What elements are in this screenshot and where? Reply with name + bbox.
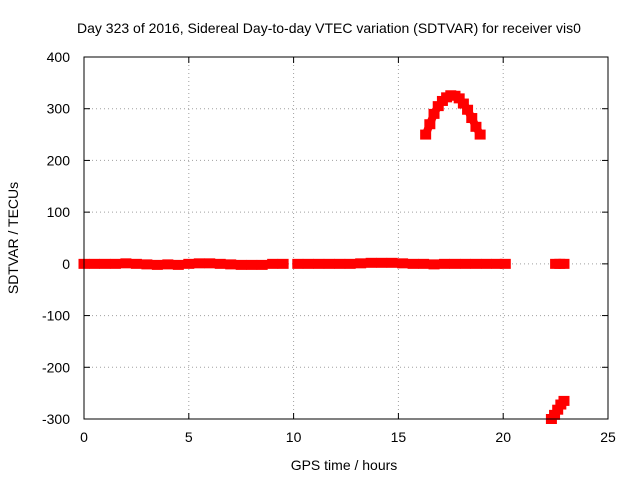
y-tick-label: -100: [42, 308, 70, 324]
data-trace-segment: [421, 122, 434, 137]
data-trace-segment: [125, 259, 137, 268]
data-trace-segment: [115, 259, 127, 268]
x-tick-label: 20: [495, 429, 511, 445]
x-tick-label: 15: [391, 429, 407, 445]
y-tick-label: 200: [47, 152, 71, 168]
data-trace-segment: [435, 98, 446, 109]
y-tick-label: 100: [47, 204, 71, 220]
y-tick-label: -200: [42, 359, 70, 375]
data-trace-segment: [468, 116, 480, 129]
data-trace-segment: [433, 259, 445, 269]
data-trace-segment: [157, 260, 169, 269]
x-tick-label: 25: [600, 429, 616, 445]
x-axis-label: GPS time / hours: [291, 457, 398, 473]
data-trace-segment: [188, 259, 200, 268]
chart-title: Day 323 of 2016, Sidereal Day-to-day VTE…: [77, 20, 581, 36]
data-trace-segment: [554, 402, 565, 412]
data-trace-segment: [439, 94, 450, 104]
data-trace-segment: [136, 259, 148, 269]
data-trace-segment: [167, 260, 179, 269]
data-trace-segment: [450, 91, 456, 100]
data-trace-segment: [444, 91, 453, 101]
data-trace-segment: [472, 124, 484, 137]
y-tick-label: 400: [47, 49, 71, 65]
data-points-layer: [78, 90, 570, 424]
x-tick-label: 5: [185, 429, 193, 445]
data-trace-segment: [430, 104, 442, 116]
tick-label-layer: 0 5 10 15 20 25 -300 -200 -100 0 100 200 300 400: [42, 49, 616, 445]
data-trace-segment: [426, 112, 438, 126]
data-trace-segment: [551, 407, 562, 417]
data-trace-segment: [548, 412, 558, 422]
y-tick-label: 300: [47, 101, 71, 117]
y-tick-label: -300: [42, 411, 70, 427]
data-trace-segment: [177, 259, 190, 269]
data-trace-segment: [220, 259, 231, 269]
data-trace-segment: [209, 259, 221, 268]
x-tick-label: 0: [80, 429, 88, 445]
y-axis-label: SDTVAR / TECUs: [5, 182, 21, 294]
data-trace-segment: [360, 258, 372, 268]
data-trace-segment: [460, 101, 471, 112]
plot-frame: [83, 56, 609, 420]
data-trace-segment: [557, 398, 568, 408]
data-trace-segment: [402, 259, 414, 268]
data-trace-segment: [261, 259, 274, 269]
y-tick-label: 0: [62, 256, 70, 272]
data-trace-segment: [463, 107, 476, 120]
data-trace-segment: [423, 259, 435, 269]
x-tick-label: 10: [286, 429, 302, 445]
data-trace-segment: [452, 92, 462, 102]
grid-layer: [84, 57, 608, 419]
data-trace-segment: [349, 259, 361, 268]
data-trace-segment: [146, 260, 158, 269]
data-trace-segment: [391, 258, 403, 268]
data-trace-segment: [230, 260, 242, 269]
tick-layer: [83, 56, 609, 420]
data-trace-segment: [456, 95, 467, 107]
